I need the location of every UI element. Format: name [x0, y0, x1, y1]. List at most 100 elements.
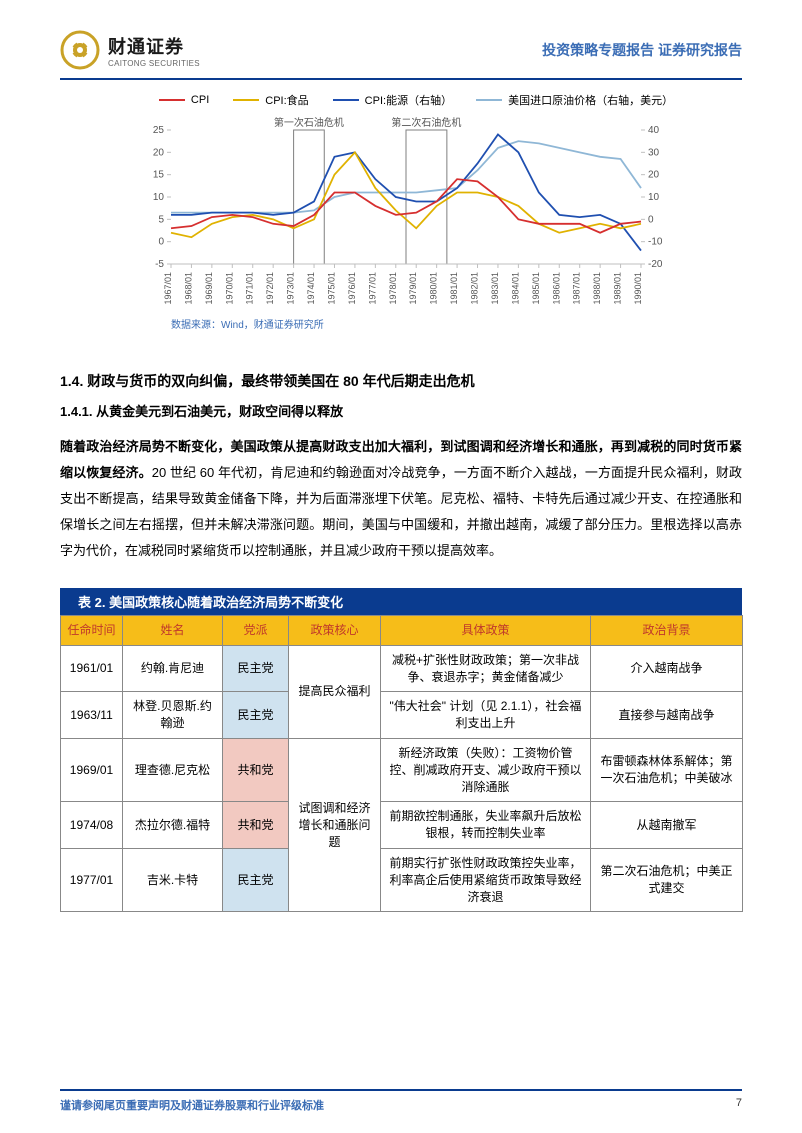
page-footer: 谨请参阅尾页重要声明及财通证券股票和行业评级标准 7 — [60, 1089, 742, 1113]
svg-text:1978/01: 1978/01 — [388, 272, 398, 305]
svg-text:40: 40 — [648, 125, 660, 136]
chart-source: 数据来源：Wind，财通证券研究所 — [171, 316, 681, 331]
svg-text:10: 10 — [648, 192, 660, 203]
svg-text:1969/01: 1969/01 — [204, 272, 214, 305]
table-cell: 林登.贝恩斯.约翰逊 — [123, 692, 223, 739]
table-cell: 共和党 — [223, 802, 289, 849]
legend-swatch — [333, 99, 359, 101]
table-cell: 第二次石油危机；中美正式建交 — [591, 848, 743, 911]
svg-text:1985/01: 1985/01 — [531, 272, 541, 305]
table-header-cell: 政治背景 — [591, 616, 743, 646]
body-paragraph: 随着政治经济局势不断变化，美国政策从提高财政支出加大福利，到试图调和经济增长和通… — [60, 434, 742, 564]
table-cell: 新经济政策（失败）：工资物价管控、削减政府开支、减少政府干预以消除通胀 — [381, 738, 591, 801]
legend-label: CPI — [191, 94, 209, 106]
table-cell: "伟大社会" 计划（见 2.1.1），社会福利支出上升 — [381, 692, 591, 739]
svg-text:1988/01: 1988/01 — [592, 272, 602, 305]
svg-text:1977/01: 1977/01 — [367, 272, 377, 305]
table-cell: 1969/01 — [61, 738, 123, 801]
svg-text:1976/01: 1976/01 — [347, 272, 357, 305]
svg-text:1972/01: 1972/01 — [265, 272, 275, 305]
svg-text:0: 0 — [648, 214, 654, 225]
table-cell: 布雷顿森林体系解体；第一次石油危机；中美破冰 — [591, 738, 743, 801]
svg-text:0: 0 — [158, 237, 164, 248]
table-cell: 杰拉尔德.福特 — [123, 802, 223, 849]
svg-text:1986/01: 1986/01 — [551, 272, 561, 305]
table-cell: 约翰.肯尼迪 — [123, 645, 223, 692]
svg-text:1983/01: 1983/01 — [490, 272, 500, 305]
legend-swatch — [476, 99, 502, 101]
svg-text:-10: -10 — [648, 237, 663, 248]
table-cell: 1977/01 — [61, 848, 123, 911]
table-row: 1961/01约翰.肯尼迪民主党提高民众福利减税+扩张性财政政策；第一次非战争、… — [61, 645, 743, 692]
legend-label: 美国进口原油价格（右轴，美元） — [508, 92, 673, 108]
table-row: 1977/01吉米.卡特民主党前期实行扩张性财政政策控失业率，利率高企后使用紧缩… — [61, 848, 743, 911]
svg-text:1989/01: 1989/01 — [613, 272, 623, 305]
table-cell: 前期实行扩张性财政政策控失业率，利率高企后使用紧缩货币政策导致经济衰退 — [381, 848, 591, 911]
table-header-cell: 具体政策 — [381, 616, 591, 646]
table-cell: 1974/08 — [61, 802, 123, 849]
svg-text:1971/01: 1971/01 — [245, 272, 255, 305]
svg-text:30: 30 — [648, 147, 660, 158]
chart-legend: CPI CPI:食品 CPI:能源（右轴） 美国进口原油价格（右轴，美元） — [121, 92, 681, 108]
table-cell: 民主党 — [223, 692, 289, 739]
logo: 财通证券 CAITONG SECURITIES — [60, 30, 200, 70]
table-cell: 民主党 — [223, 645, 289, 692]
header-title: 投资策略专题报告 证券研究报告 — [542, 40, 742, 60]
svg-text:1973/01: 1973/01 — [286, 272, 296, 305]
svg-text:1984/01: 1984/01 — [510, 272, 520, 305]
legend-swatch — [159, 99, 185, 101]
logo-en-text: CAITONG SECURITIES — [108, 59, 200, 68]
table-row: 1969/01理查德.尼克松共和党试图调和经济增长和通胀问题新经济政策（失败）：… — [61, 738, 743, 801]
svg-text:1979/01: 1979/01 — [408, 272, 418, 305]
table-cell: 从越南撤军 — [591, 802, 743, 849]
svg-text:1990/01: 1990/01 — [633, 272, 643, 305]
table-header-cell: 政策核心 — [289, 616, 381, 646]
legend-item: CPI:食品 — [233, 92, 308, 108]
table-header-cell: 党派 — [223, 616, 289, 646]
svg-text:-20: -20 — [648, 259, 663, 270]
svg-text:20: 20 — [648, 170, 660, 181]
svg-text:1987/01: 1987/01 — [572, 272, 582, 305]
section-1-4: 1.4. 财政与货币的双向纠偏，最终带领美国在 80 年代后期走出危机 1.4.… — [60, 371, 742, 564]
table-header-cell: 任命时间 — [61, 616, 123, 646]
legend-label: CPI:食品 — [265, 92, 308, 108]
table-title: 表 2. 美国政策核心随着政治经济局势不断变化 — [60, 588, 742, 615]
svg-text:25: 25 — [153, 125, 165, 136]
heading-1-4-1: 1.4.1. 从黄金美元到石油美元，财政空间得以释放 — [60, 401, 742, 420]
legend-swatch — [233, 99, 259, 101]
legend-item: CPI:能源（右轴） — [333, 92, 452, 108]
svg-text:1980/01: 1980/01 — [429, 272, 439, 305]
legend-item: CPI — [159, 92, 209, 108]
table-cell: 吉米.卡特 — [123, 848, 223, 911]
table-cell: 1961/01 — [61, 645, 123, 692]
table-cell: 前期欲控制通胀，失业率飙升后放松银根，转而控制失业率 — [381, 802, 591, 849]
svg-text:10: 10 — [153, 192, 165, 203]
heading-1-4: 1.4. 财政与货币的双向纠偏，最终带领美国在 80 年代后期走出危机 — [60, 371, 742, 391]
svg-text:第一次石油危机: 第一次石油危机 — [274, 116, 344, 129]
para-rest: 20 世纪 60 年代初，肯尼迪和约翰逊面对冷战竞争，一方面不断介入越战，一方面… — [60, 465, 742, 558]
table-row: 1974/08杰拉尔德.福特共和党 前期欲控制通胀，失业率飙升后放松银根，转而控制… — [61, 802, 743, 849]
table-row: 1963/11林登.贝恩斯.约翰逊民主党 "伟大社会" 计划（见 2.1.1），社… — [61, 692, 743, 739]
footer-disclaimer: 谨请参阅尾页重要声明及财通证券股票和行业评级标准 — [60, 1097, 324, 1113]
legend-item: 美国进口原油价格（右轴，美元） — [476, 92, 673, 108]
svg-text:1967/01: 1967/01 — [163, 272, 173, 305]
svg-text:1970/01: 1970/01 — [224, 272, 234, 305]
logo-cn-text: 财通证券 — [108, 33, 200, 59]
table-cell: 减税+扩张性财政政策；第一次非战争、衰退赤字；黄金储备减少 — [381, 645, 591, 692]
page-header: 财通证券 CAITONG SECURITIES 投资策略专题报告 证券研究报告 — [60, 30, 742, 80]
table-cell: 共和党 — [223, 738, 289, 801]
legend-label: CPI:能源（右轴） — [365, 92, 452, 108]
svg-text:1981/01: 1981/01 — [449, 272, 459, 305]
table-cell: 介入越南战争 — [591, 645, 743, 692]
svg-text:1968/01: 1968/01 — [183, 272, 193, 305]
table-cell: 理查德.尼克松 — [123, 738, 223, 801]
policy-table: 任命时间姓名党派政策核心具体政策政治背景1961/01约翰.肯尼迪民主党提高民众… — [60, 615, 743, 912]
svg-text:15: 15 — [153, 170, 165, 181]
svg-text:5: 5 — [158, 214, 164, 225]
table-cell: 1963/11 — [61, 692, 123, 739]
svg-text:1975/01: 1975/01 — [326, 272, 336, 305]
svg-text:1974/01: 1974/01 — [306, 272, 316, 305]
caitong-logo-icon — [60, 30, 100, 70]
cpi-chart: CPI CPI:食品 CPI:能源（右轴） 美国进口原油价格（右轴，美元） 第一次石油… — [121, 92, 681, 331]
svg-text:-5: -5 — [155, 259, 164, 270]
